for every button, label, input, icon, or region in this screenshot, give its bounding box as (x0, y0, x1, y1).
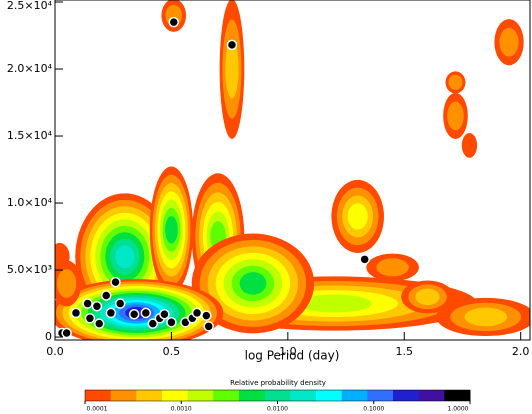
y-tick-label: 0 (45, 330, 52, 343)
colorbar-swatch (162, 390, 189, 401)
colorbar-swatch (316, 390, 343, 401)
density-contour (225, 39, 239, 99)
colorbar-swatch (187, 390, 214, 401)
data-point (70, 307, 82, 319)
y-tick-label: 5.0×10³ (7, 263, 52, 276)
colorbar-swatch (239, 390, 266, 401)
y-tick-label: 2.5×10⁴ (7, 0, 53, 12)
data-point (140, 307, 152, 319)
density-contour (461, 133, 478, 158)
data-point (168, 16, 179, 28)
density-contour (57, 269, 77, 298)
colorbar-tick-label: 0.0100 (267, 406, 288, 413)
colorbar-swatch (110, 390, 137, 401)
y-tick-label: 1.5×10⁴ (7, 129, 53, 142)
colorbar-swatch (213, 390, 240, 401)
data-point (100, 290, 112, 301)
data-point (82, 298, 93, 309)
density-contour (376, 258, 409, 277)
plot-frame (54, 0, 531, 341)
data-point (166, 317, 177, 328)
data-point (61, 327, 72, 339)
data-point (191, 307, 203, 319)
x-tick-label: 1.0 (279, 345, 297, 358)
x-axis-label: log Period (day) (245, 349, 340, 363)
data-point (110, 276, 121, 288)
colorbar-tick-label: 0.1000 (363, 406, 384, 413)
data-point (93, 318, 105, 329)
density-contour (115, 245, 135, 269)
data-point (203, 321, 214, 332)
colorbar-swatch (444, 390, 471, 401)
x-tick-label: 2.0 (512, 345, 530, 358)
x-tick-label: 1.5 (396, 345, 414, 358)
colorbar-swatch (85, 390, 112, 401)
data-point (114, 298, 126, 309)
colorbar-swatch (393, 390, 420, 401)
data-point (226, 39, 238, 51)
colorbar-swatch (264, 390, 291, 401)
y-tick-label: 2.0×10⁴ (7, 62, 53, 75)
density-contour (447, 101, 464, 131)
density-contour (165, 216, 178, 244)
data-point (105, 307, 117, 319)
data-point (91, 300, 103, 312)
data-point (147, 318, 159, 329)
density-map (55, 0, 530, 340)
points (56, 16, 370, 339)
data-point (201, 310, 212, 321)
data-point (159, 309, 170, 320)
colorbar-swatch (418, 390, 445, 401)
colorbar-tick-label: 0.0001 (87, 406, 108, 413)
density-contour (464, 307, 508, 327)
colorbar-swatch (367, 390, 394, 401)
colorbar-title: Relative probability density (230, 379, 326, 387)
density-contour (499, 27, 519, 57)
density-contour (239, 272, 267, 295)
data-point (128, 309, 140, 320)
data-point (84, 313, 96, 324)
x-tick-label: 0.0 (46, 345, 64, 358)
colorbar-swatch (341, 390, 368, 401)
data-point (359, 254, 370, 265)
x-tick-label: 0.5 (163, 345, 181, 358)
y-tick-label: 1.0×10⁴ (7, 196, 53, 209)
density-contour (415, 288, 440, 306)
colorbar-tick-label: 0.0010 (171, 406, 192, 413)
density-contour (448, 74, 463, 90)
colorbar-swatch (290, 390, 317, 401)
density-contour (297, 294, 372, 313)
colorbar-swatch (136, 390, 163, 401)
colorbar-tick-label: 1.0000 (448, 406, 469, 413)
density-contour (347, 203, 368, 230)
